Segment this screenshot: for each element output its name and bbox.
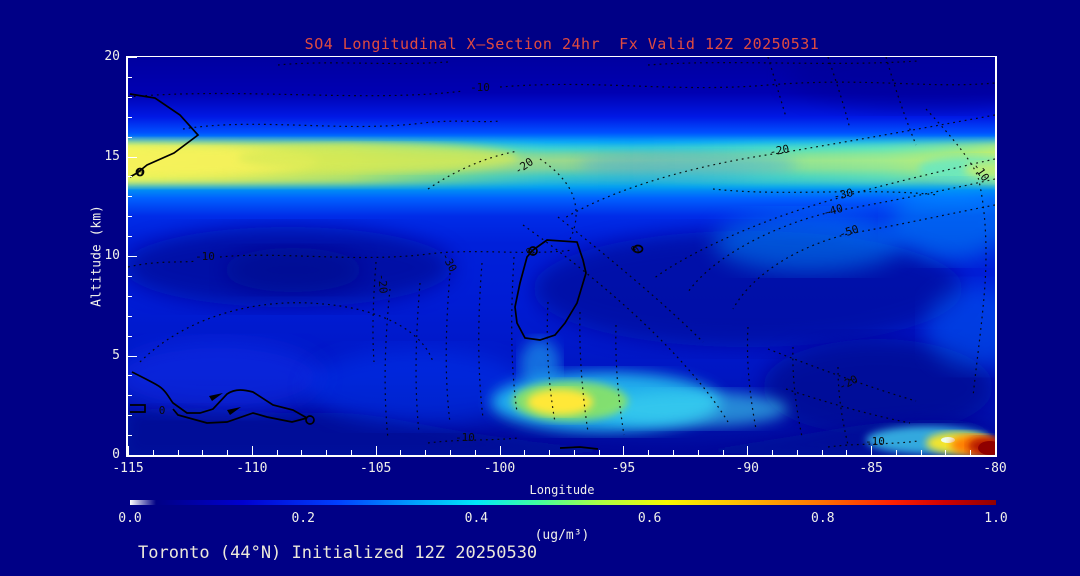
y-tick (128, 275, 132, 277)
y-tick (128, 295, 132, 297)
x-tick (425, 450, 427, 455)
contour-label: -30 (832, 186, 854, 203)
x-tick (375, 446, 377, 455)
colorbar-tick-label: 0.4 (464, 511, 489, 526)
x-tick (177, 450, 179, 455)
x-tick (524, 450, 526, 455)
x-tick-label: -95 (611, 461, 636, 476)
contour-label: -10 (195, 250, 215, 263)
x-tick (152, 450, 154, 455)
y-tick (128, 375, 132, 377)
x-tick (474, 450, 476, 455)
x-tick (598, 450, 600, 455)
contour-field-svg: -10-20-30-20-10-20-30-40-50-10-10-20-100… (128, 57, 995, 455)
y-tick-label: 15 (104, 148, 120, 164)
y-tick (128, 196, 132, 198)
run-caption: Toronto (44°N) Initialized 12Z 20250530 (138, 543, 538, 563)
x-tick-label: -90 (735, 461, 760, 476)
x-tick (895, 450, 897, 455)
x-tick (648, 450, 650, 455)
x-tick-label: -115 (112, 461, 144, 476)
y-tick (128, 455, 137, 456)
x-tick (549, 450, 551, 455)
dotted-contour-lines (128, 57, 995, 448)
x-tick (722, 450, 724, 455)
chart-title: SO4 Longitudinal X–Section 24hr Fx Valid… (304, 35, 820, 53)
x-tick (499, 446, 501, 455)
x-tick (251, 446, 253, 455)
x-tick (350, 450, 352, 455)
y-tick-label: 5 (112, 347, 120, 363)
y-tick (128, 355, 137, 357)
colorbar-tick-label: 0.8 (811, 511, 835, 526)
y-tick (128, 256, 137, 257)
x-tick (995, 446, 996, 455)
x-tick (202, 450, 204, 455)
y-tick (128, 57, 137, 58)
x-tick (227, 450, 229, 455)
x-axis-label: Longitude (529, 483, 595, 497)
colorbar-tick-label: 0.2 (291, 511, 315, 526)
x-tick-label: -100 (483, 461, 516, 476)
solid-zero-contours (129, 93, 644, 450)
contour-label: 0 (137, 166, 144, 179)
contour-label: -10 (865, 435, 885, 448)
y-tick-label: 10 (104, 248, 120, 263)
x-tick (846, 450, 848, 455)
x-tick (672, 450, 674, 455)
x-tick (945, 450, 947, 455)
x-tick (128, 446, 129, 455)
plot-area: -10 -20 -30 -20 -10 -20 -30 -40 -50 -10 -10 -20 -10 0… (126, 56, 997, 457)
zero-contour-arrow-marks (209, 393, 241, 415)
contour-label: -20 (375, 273, 390, 294)
y-tick-label: 20 (104, 49, 120, 64)
colorbar-tick-label: 0.0 (118, 511, 142, 526)
colorbar-tick-label: 0.6 (637, 511, 662, 526)
y-tick (128, 435, 132, 437)
y-tick (128, 176, 132, 178)
x-tick (276, 450, 278, 455)
y-tick (128, 236, 132, 238)
x-tick (623, 446, 625, 455)
y-tick (128, 395, 132, 397)
contour-label: -10 (470, 81, 490, 94)
colorbar-unit-label: (ug/m³) (534, 528, 590, 543)
y-tick-label: 0 (112, 447, 120, 462)
y-tick (128, 335, 132, 337)
x-tick (301, 450, 303, 455)
x-tick (772, 450, 774, 455)
colorbar-tick-label: 1.0 (984, 511, 1008, 526)
y-tick (128, 76, 132, 78)
x-tick (697, 450, 699, 455)
x-tick (400, 450, 402, 455)
contour-label: -50 (837, 222, 860, 241)
colorbar (130, 500, 996, 505)
y-tick (128, 156, 137, 158)
x-tick (573, 450, 575, 455)
y-tick (128, 315, 132, 317)
x-tick (450, 450, 452, 455)
x-tick-label: -85 (859, 461, 883, 476)
y-tick (128, 216, 132, 218)
contour-label: 0 (159, 404, 166, 417)
y-tick (128, 116, 132, 118)
x-tick (871, 446, 873, 455)
y-tick (128, 415, 132, 417)
x-tick (796, 450, 798, 455)
contour-label: -10 (455, 431, 475, 444)
contour-label: -20 (768, 142, 790, 158)
x-tick (920, 450, 922, 455)
y-tick (128, 96, 132, 98)
y-axis-label: Altitude (km) (89, 205, 105, 307)
x-tick-label: -110 (236, 461, 268, 476)
y-tick (128, 136, 132, 138)
x-tick-label: -105 (360, 461, 392, 476)
contour-label: -40 (822, 202, 845, 220)
x-tick (326, 450, 328, 455)
x-tick-label: -80 (983, 461, 1007, 476)
x-tick (747, 446, 749, 455)
x-tick (970, 450, 972, 455)
x-tick (821, 450, 823, 455)
